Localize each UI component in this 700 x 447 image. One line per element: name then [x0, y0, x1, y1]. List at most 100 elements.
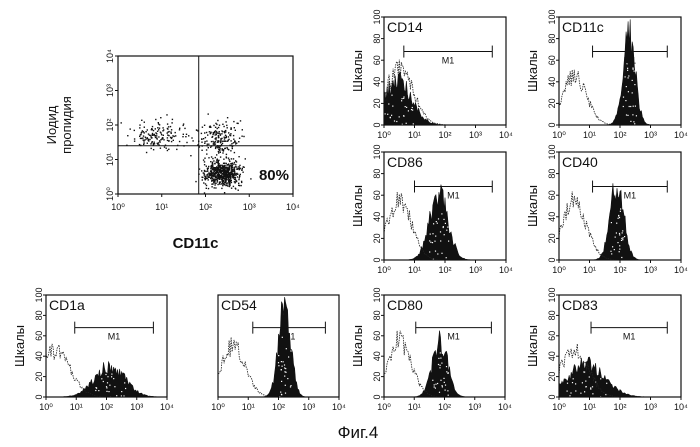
event-dot	[231, 128, 232, 129]
event-dot	[218, 133, 219, 134]
stained-histogram	[559, 183, 681, 260]
event-dot	[145, 131, 146, 132]
y-tick-label: 60	[372, 55, 382, 65]
peak-speckle	[107, 382, 108, 383]
event-dot	[221, 133, 222, 134]
x-tick-label: 10⁴	[674, 265, 688, 275]
event-dot	[212, 183, 213, 184]
event-dot	[240, 120, 241, 121]
event-dot	[211, 180, 212, 181]
event-dot	[173, 140, 174, 141]
event-dot	[197, 130, 198, 131]
peak-speckle	[616, 223, 617, 224]
event-dot	[147, 143, 148, 144]
x-tick-label: 10⁰	[39, 402, 53, 412]
y-axis-title: Шкалы	[350, 185, 365, 227]
event-dot	[219, 178, 220, 179]
event-dot	[234, 162, 235, 163]
peak-speckle	[411, 109, 412, 110]
peak-speckle	[394, 120, 395, 121]
event-dot	[231, 143, 232, 144]
peak-speckle	[403, 115, 404, 116]
event-dot	[217, 184, 218, 185]
peak-speckle	[626, 86, 627, 87]
peak-speckle	[589, 376, 590, 377]
peak-speckle	[278, 365, 279, 366]
event-dot	[203, 173, 204, 174]
event-dot	[217, 181, 218, 182]
event-dot	[157, 127, 158, 128]
y-tick-label: 0	[547, 257, 557, 262]
event-dot	[216, 166, 217, 167]
event-dot	[228, 177, 229, 178]
peak-speckle	[391, 95, 392, 96]
peak-speckle	[622, 230, 623, 231]
event-dot	[171, 141, 172, 142]
event-dot	[229, 184, 230, 185]
event-dot	[226, 179, 227, 180]
peak-speckle	[619, 245, 620, 246]
peak-speckle	[567, 383, 568, 384]
event-dot	[221, 138, 222, 139]
event-dot	[228, 158, 229, 159]
peak-speckle	[430, 242, 431, 243]
y-tick-label: 0	[372, 394, 382, 399]
histogram-cd1a: M1CD1a10⁰10¹10²10³10⁴020406080100Шкалы	[12, 287, 174, 412]
event-dot	[226, 156, 227, 157]
event-dot	[233, 142, 234, 143]
gate-label: M1	[442, 56, 455, 66]
event-dot	[215, 168, 216, 169]
peak-speckle	[278, 355, 279, 356]
event-dot	[175, 135, 176, 136]
event-dot	[195, 181, 196, 182]
peak-speckle	[610, 251, 611, 252]
event-dot	[207, 145, 208, 146]
event-dot	[206, 132, 207, 133]
y-tick-label: 10²	[105, 118, 115, 131]
y-tick-label: 60	[547, 55, 557, 65]
event-dot	[218, 164, 219, 165]
event-dot	[238, 166, 239, 167]
event-dot	[211, 173, 212, 174]
event-dot	[238, 183, 239, 184]
event-dot	[239, 165, 240, 166]
event-dot	[144, 122, 145, 123]
y-tick-label: 20	[547, 233, 557, 243]
x-tick-label: 10²	[613, 130, 626, 140]
event-dot	[225, 131, 226, 132]
event-dot	[191, 137, 192, 138]
event-dot	[155, 137, 156, 138]
event-dot	[142, 137, 143, 138]
event-dot	[167, 132, 168, 133]
event-dot	[215, 157, 216, 158]
event-dot	[234, 141, 235, 142]
event-dot	[242, 172, 243, 173]
event-dot	[225, 148, 226, 149]
event-dot	[229, 183, 230, 184]
event-dot	[219, 125, 220, 126]
event-dot	[237, 123, 238, 124]
marker-title: CD14	[387, 19, 423, 35]
event-dot	[218, 173, 219, 174]
event-dot	[151, 148, 152, 149]
event-dot	[222, 141, 223, 142]
event-dot	[225, 121, 226, 122]
event-dot	[168, 126, 169, 127]
event-dot	[143, 142, 144, 143]
peak-speckle	[618, 218, 619, 219]
event-dot	[225, 171, 226, 172]
event-dot	[208, 144, 209, 145]
event-dot	[243, 136, 244, 137]
event-dot	[164, 146, 165, 147]
event-dot	[235, 179, 236, 180]
y-tick-label: 100	[547, 287, 557, 302]
peak-speckle	[627, 70, 628, 71]
peak-speckle	[109, 385, 110, 386]
event-dot	[225, 130, 226, 131]
peak-speckle	[446, 257, 447, 258]
peak-speckle	[634, 71, 635, 72]
event-dot	[144, 139, 145, 140]
peak-speckle	[575, 390, 576, 391]
event-dot	[224, 138, 225, 139]
event-dot	[154, 134, 155, 135]
